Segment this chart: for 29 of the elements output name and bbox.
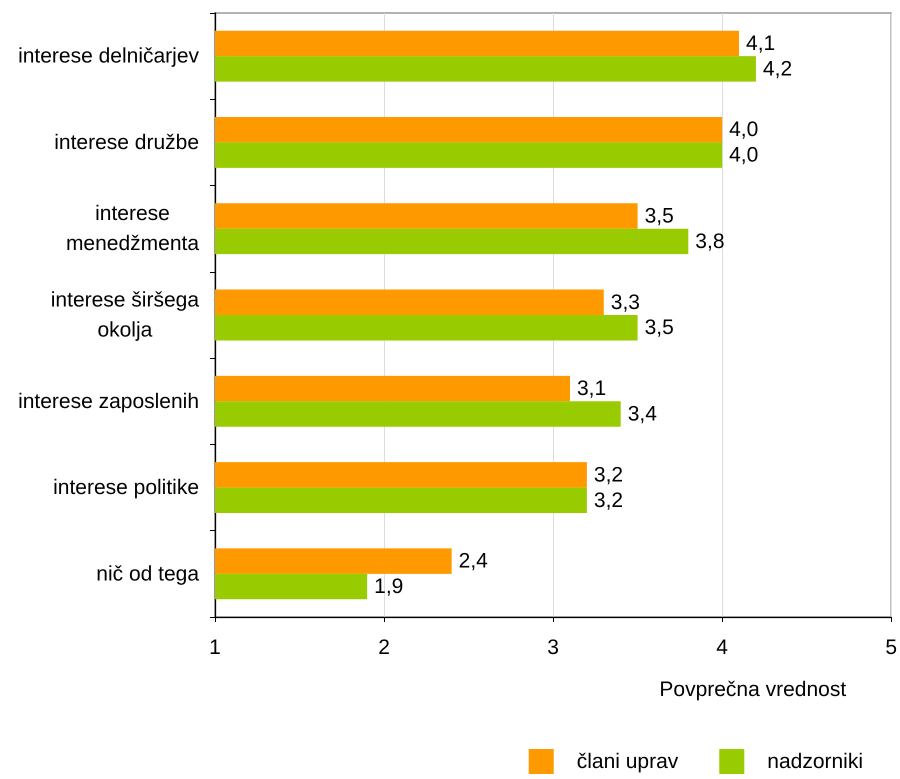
x-axis-title: Povprečna vrednost	[659, 678, 846, 701]
y-tick-label: interese menedžmenta	[66, 202, 200, 256]
data-label: 3,1	[576, 377, 606, 400]
legend-label: člani uprav	[576, 750, 679, 773]
y-tick-label: interese politike	[53, 476, 200, 500]
data-label: 3,2	[594, 488, 624, 512]
x-tick-label: 5	[885, 636, 898, 659]
x-tick-label: 3	[547, 636, 559, 659]
x-tick-label: 2	[378, 636, 390, 659]
y-tick-label: interese širšega okolja	[50, 288, 200, 342]
data-label: 4,0	[729, 118, 758, 142]
data-label: 3,4	[628, 402, 658, 426]
data-label: 3,8	[695, 230, 725, 253]
data-label: 4,2	[762, 57, 792, 80]
data-label: 3,5	[644, 204, 674, 228]
data-label: 2,4	[458, 550, 488, 573]
data-label: 4,1	[746, 32, 776, 55]
data-label: 3,3	[610, 290, 640, 314]
y-tick-label: interese družbe	[54, 130, 200, 154]
data-label: 1,9	[374, 575, 404, 598]
y-tick-label: interese zaposlenih	[18, 390, 199, 413]
data-label: 3,5	[644, 316, 674, 340]
x-tick-label: 1	[209, 636, 221, 659]
legend-label: nadzorniki	[767, 750, 864, 773]
y-tick-label: nič od tega	[96, 562, 200, 586]
data-label: 3,2	[594, 463, 624, 486]
data-label: 4,0	[729, 144, 758, 167]
x-tick-label: 4	[716, 636, 728, 659]
y-tick-label: interese delničarjev	[18, 44, 200, 68]
